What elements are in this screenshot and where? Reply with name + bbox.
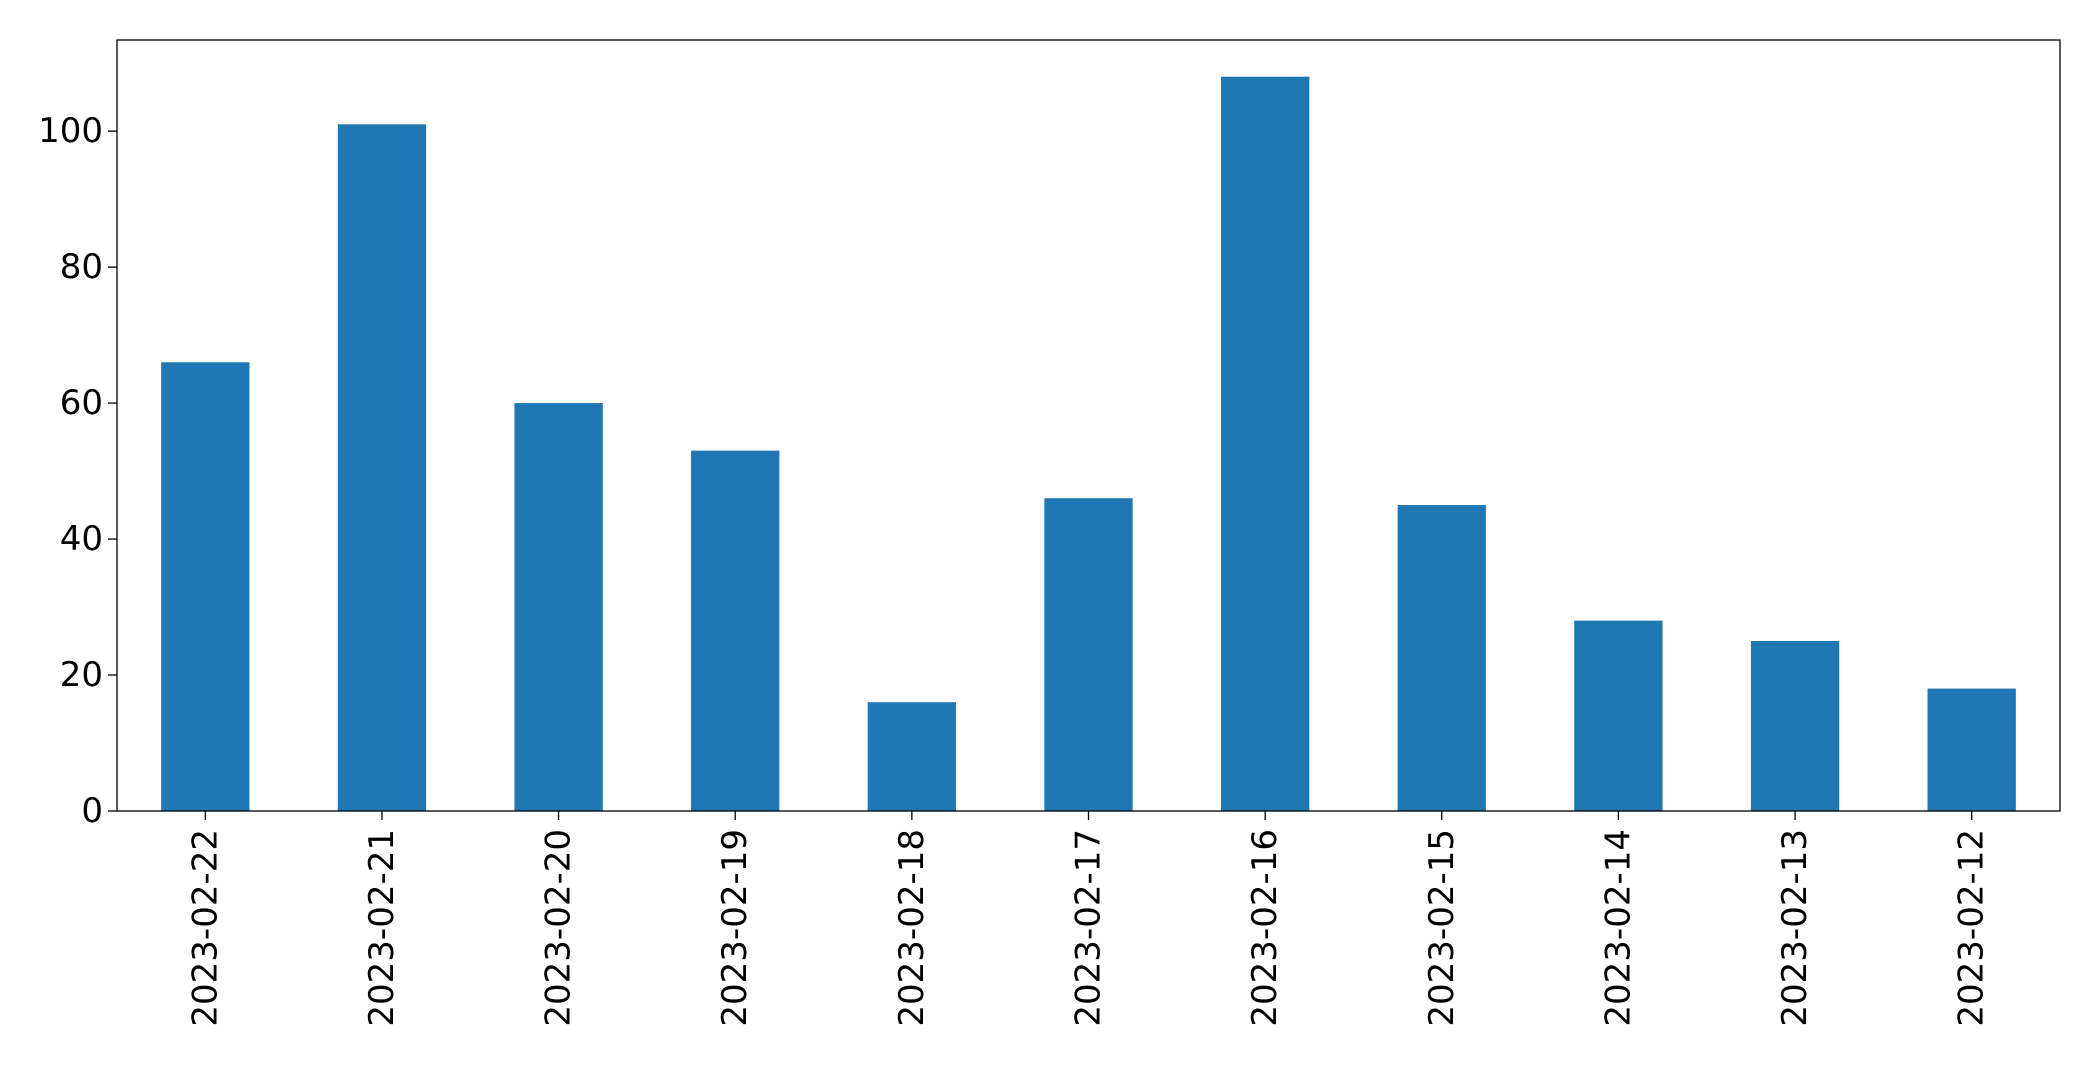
bar-2023-02-13 [1750, 641, 1840, 811]
bar-2023-02-17 [1044, 498, 1133, 811]
x-tick-label: 2023-02-14 [1598, 829, 1638, 1027]
bar-2023-02-18 [867, 702, 957, 811]
x-tick-label: 2023-02-20 [539, 829, 579, 1027]
bar-2023-02-16 [1220, 76, 1310, 811]
x-tick-label: 2023-02-16 [1245, 829, 1285, 1027]
bars-layer [161, 76, 2016, 811]
x-tick-label: 2023-02-17 [1069, 829, 1109, 1027]
bar-2023-02-21 [337, 124, 427, 811]
bar-2023-02-14 [1574, 620, 1663, 811]
y-tick-label: 0 [81, 791, 103, 831]
bar-2023-02-15 [1397, 505, 1486, 811]
x-tick-label: 2023-02-21 [362, 829, 402, 1027]
x-tick-label: 2023-02-12 [1952, 829, 1992, 1027]
bar-2023-02-22 [161, 362, 250, 811]
x-tick-label: 2023-02-19 [715, 829, 755, 1027]
x-tick-label: 2023-02-15 [1422, 829, 1462, 1027]
x-tick-label: 2023-02-22 [185, 829, 225, 1027]
bar-2023-02-20 [514, 403, 603, 811]
bar-2023-02-12 [1927, 688, 2016, 811]
y-tick-label: 100 [38, 111, 103, 151]
y-tick-label: 20 [60, 655, 103, 695]
x-axis: 2023-02-22 2023-02-21 2023-02-20 2023-02-19… [185, 811, 1992, 1027]
x-tick-label: 2023-02-13 [1775, 829, 1815, 1027]
x-tick-label: 2023-02-18 [892, 829, 932, 1027]
y-axis: 0 20 40 60 80 100 [38, 111, 117, 831]
y-tick-label: 40 [60, 519, 103, 559]
plot-frame [116, 39, 2061, 812]
bar-2023-02-19 [691, 450, 780, 811]
y-tick-label: 80 [60, 247, 103, 287]
y-tick-label: 60 [60, 383, 103, 423]
